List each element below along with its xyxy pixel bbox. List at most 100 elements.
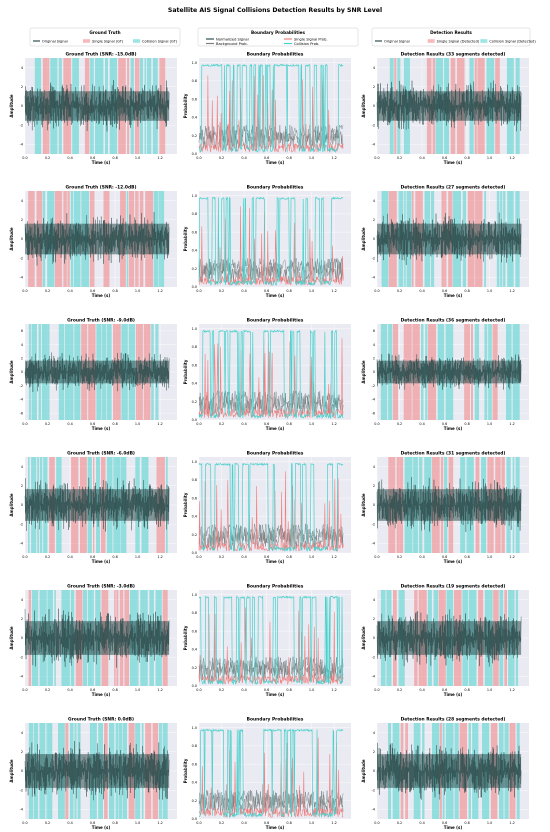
y-axis-label: Amplitude — [361, 626, 366, 649]
y-axis-label: Probability — [183, 93, 188, 118]
x-tick-label: 1.2 — [157, 821, 162, 825]
y-tick-label: 0 — [21, 636, 23, 640]
x-axis-label: Time (s) — [92, 692, 111, 697]
x-tick-label: 0.8 — [112, 821, 117, 825]
x-tick-label: 1.2 — [509, 555, 514, 559]
x-tick-label: 0.2 — [397, 688, 402, 692]
y-tick-label: 0.0 — [192, 684, 197, 688]
legend-entry: Background Prob. — [216, 42, 248, 46]
legend-entry: Original Signal — [384, 39, 410, 43]
x-tick-label: 0.4 — [419, 156, 424, 160]
subplot-title: Detection Results (33 segments detected) — [401, 52, 506, 58]
legend-swatch — [480, 39, 488, 43]
x-tick-label: 1.0 — [309, 289, 314, 293]
y-tick-label: 0.0 — [192, 285, 197, 289]
x-axis-label: Time (s) — [266, 426, 285, 431]
x-tick-label: 0.8 — [286, 422, 291, 426]
y-tick-label: 2 — [21, 85, 23, 89]
y-tick-label: 4 — [373, 465, 375, 469]
x-tick-label: 1.2 — [509, 422, 514, 426]
x-tick-label: 0.0 — [196, 422, 201, 426]
x-tick-label: 1.2 — [331, 555, 336, 559]
y-tick-label: -4 — [372, 143, 375, 147]
subplot-r0-c0: Ground Truth (SNR: -15.0dB) Time (s) Ampli… — [9, 52, 177, 165]
x-tick-label: 0.6 — [264, 156, 269, 160]
x-tick-label: 0.2 — [219, 156, 224, 160]
y-tick-label: 6 — [373, 329, 375, 333]
y-tick-label: -6 — [20, 411, 23, 415]
subplot-title: Detection Results (19 segments detected) — [401, 584, 506, 590]
subplot-r5-c2: Detection Results (28 segments detected)… — [361, 717, 529, 830]
y-tick-label: 0.8 — [192, 744, 197, 748]
y-tick-label: -2 — [20, 384, 23, 388]
y-tick-label: 0.2 — [192, 267, 197, 271]
y-tick-label: 4 — [21, 731, 23, 735]
x-tick-label: 0.4 — [67, 688, 72, 692]
x-tick-label: 0.4 — [419, 688, 424, 692]
y-tick-label: -2 — [372, 384, 375, 388]
y-axis-label: Amplitude — [9, 227, 14, 250]
subplot-r2-c0: Ground Truth (SNR: -9.0dB) Time (s) Amplit… — [9, 318, 177, 431]
signal-core — [25, 621, 170, 655]
x-tick-label: 1.2 — [331, 422, 336, 426]
single-prob-line — [198, 206, 344, 286]
subplot-r1-c0: Ground Truth (SNR: -12.0dB) Time (s) Ampli… — [9, 185, 177, 298]
legend-entry: Collision Prob. — [294, 42, 319, 46]
x-tick-label: 0.6 — [90, 821, 95, 825]
x-tick-label: 1.2 — [157, 688, 162, 692]
subplot-r1-c2: Detection Results (27 segments detected)… — [361, 185, 529, 298]
y-tick-label: -2 — [372, 788, 375, 792]
x-tick-label: 0.2 — [397, 156, 402, 160]
x-tick-label: 0.2 — [45, 555, 50, 559]
x-axis-label: Time (s) — [92, 559, 111, 564]
y-axis-label: Amplitude — [361, 227, 366, 250]
x-tick-label: 0.8 — [286, 156, 291, 160]
x-tick-label: 0.0 — [374, 555, 379, 559]
legend-detection: Detection Results Original Signal Single S… — [371, 27, 536, 47]
y-axis-label: Probability — [183, 492, 188, 517]
subplot-r4-c1: Boundary Probabilities Time (s) Probabilit… — [183, 584, 351, 697]
collision-prob-line — [198, 728, 344, 819]
x-tick-label: 0.2 — [45, 422, 50, 426]
y-tick-label: 4 — [21, 465, 23, 469]
x-tick-label: 1.0 — [487, 156, 492, 160]
y-tick-label: 1.0 — [192, 327, 197, 331]
signal-core — [25, 91, 170, 121]
x-tick-label: 1.0 — [487, 289, 492, 293]
signal-core — [377, 754, 522, 788]
x-tick-label: 0.4 — [241, 555, 246, 559]
subplot-title: Boundary Probabilities — [247, 584, 304, 590]
x-tick-label: 0.6 — [264, 289, 269, 293]
x-axis-label: Time (s) — [444, 559, 463, 564]
y-tick-label: 0.2 — [192, 134, 197, 138]
y-tick-label: 6 — [21, 329, 23, 333]
x-axis-label: Time (s) — [444, 692, 463, 697]
legend-title: Detection Results — [430, 30, 472, 35]
x-tick-label: 0.8 — [112, 555, 117, 559]
x-tick-label: 0.6 — [442, 422, 447, 426]
legend-swatch — [83, 39, 90, 43]
x-tick-label: 1.0 — [135, 821, 140, 825]
y-tick-label: 4 — [21, 343, 23, 347]
x-tick-label: 0.0 — [374, 156, 379, 160]
x-tick-label: 0.6 — [442, 821, 447, 825]
y-tick-label: -4 — [20, 808, 23, 812]
x-tick-label: 1.0 — [487, 821, 492, 825]
y-tick-label: -4 — [372, 808, 375, 812]
x-tick-label: 0.0 — [196, 289, 201, 293]
y-tick-label: 0.6 — [192, 230, 197, 234]
subplot-title: Ground Truth (SNR: -9.0dB) — [67, 318, 135, 324]
y-tick-label: 0.6 — [192, 363, 197, 367]
x-tick-label: 1.2 — [157, 156, 162, 160]
legend-swatch — [427, 39, 435, 43]
x-tick-label: 0.0 — [22, 555, 27, 559]
y-tick-label: -4 — [372, 276, 375, 280]
y-tick-label: 0.0 — [192, 418, 197, 422]
x-tick-label: 0.6 — [442, 156, 447, 160]
subplot-r3-c1: Boundary Probabilities Time (s) Probabilit… — [183, 451, 351, 564]
subplot-title: Ground Truth (SNR: 0.0dB) — [68, 717, 134, 723]
panels: Ground Truth (SNR: -15.0dB) Time (s) Ampli… — [9, 52, 529, 830]
y-tick-label: 0 — [373, 104, 375, 108]
x-tick-label: 0.2 — [45, 688, 50, 692]
